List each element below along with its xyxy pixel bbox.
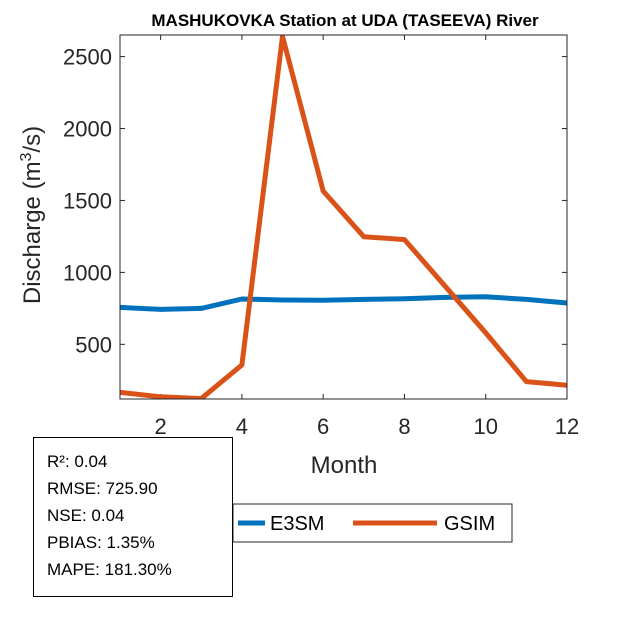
series-line-gsim [120,35,567,399]
y-tick-label: 1000 [63,260,112,285]
x-tick-label: 4 [236,414,248,439]
stat-nse: NSE: 0.04 [47,506,125,525]
series-line-e3sm [120,294,567,312]
series-lines [120,35,567,399]
x-tick-label: 6 [317,414,329,439]
stat-rmse: RMSE: 725.90 [47,479,158,498]
y-tick-label: 500 [75,332,112,357]
y-axis-label: Discharge (m3/s) [18,126,46,304]
y-tick-label: 2500 [63,45,112,70]
x-tick-label: 12 [555,414,579,439]
x-axis-label: Month [311,452,378,479]
stat-r2: R²: 0.04 [47,452,108,471]
y-tick-label: 2000 [63,117,112,142]
x-tick-label: 2 [155,414,167,439]
stats-box: R²: 0.04 RMSE: 725.90 NSE: 0.04 PBIAS: 1… [33,437,233,597]
stat-pbias: PBIAS: 1.35% [47,533,155,552]
stat-mape: MAPE: 181.30% [47,560,172,579]
legend-label-gsim: GSIM [444,513,495,535]
x-tick-label: 8 [398,414,410,439]
chart-title: MASHUKOVKA Station at UDA (TASEEVA) Rive… [151,11,539,30]
y-axis-ticks: 500 1000 1500 2000 2500 [63,45,567,357]
axes-box [119,34,568,400]
y-tick-label: 1500 [63,188,112,213]
x-tick-label: 10 [473,414,497,439]
legend: E3SM GSIM [232,503,513,543]
legend-label-e3sm: E3SM [270,513,324,535]
